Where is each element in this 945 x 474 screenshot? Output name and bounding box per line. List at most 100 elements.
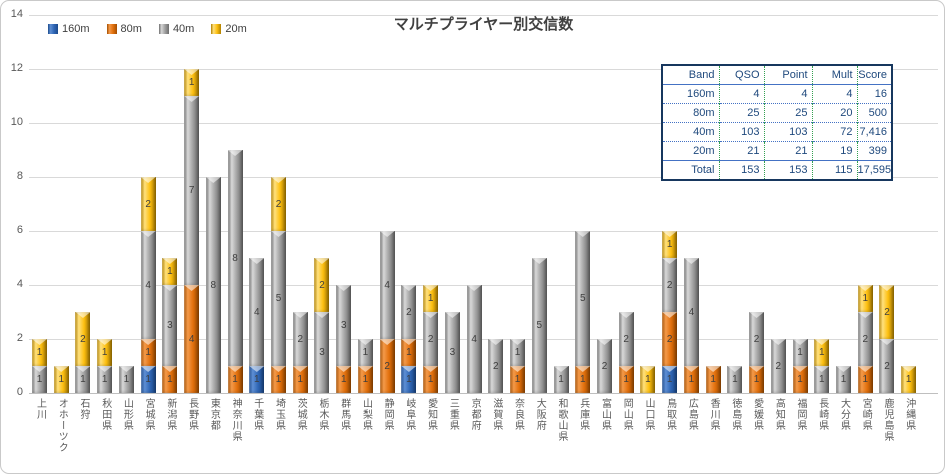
bar-segment-40m[interactable]: 1 [814, 366, 830, 393]
bar-segment-80m[interactable]: 1 [705, 366, 721, 393]
bar-segment-20m[interactable]: 1 [423, 285, 439, 312]
bar-segment-160m[interactable]: 1 [249, 366, 265, 393]
bar-segment-40m[interactable]: 1 [118, 366, 134, 393]
bar-value-label: 2 [427, 333, 434, 345]
bar-segment-20m[interactable]: 1 [901, 366, 917, 393]
bar-segment-80m[interactable]: 1 [357, 366, 373, 393]
bar-segment-40m[interactable]: 4 [466, 285, 482, 393]
bar-segment-20m[interactable]: 1 [857, 285, 873, 312]
bar-segment-40m[interactable]: 5 [575, 231, 591, 366]
bar-segment-20m[interactable]: 2 [75, 312, 91, 366]
legend-item-40m[interactable]: 40m [158, 23, 194, 35]
bar-segment-80m[interactable]: 4 [184, 285, 200, 393]
bar-segment-20m[interactable]: 1 [662, 231, 678, 258]
bar-segment-40m[interactable]: 5 [271, 231, 287, 366]
bar-segment-40m[interactable]: 1 [553, 366, 569, 393]
bar-segment-40m[interactable]: 3 [314, 312, 330, 393]
bar-segment-40m[interactable]: 4 [379, 231, 395, 339]
bar-segment-40m[interactable]: 3 [444, 312, 460, 393]
bar-value-label: 1 [862, 293, 869, 304]
bar-segment-40m[interactable]: 8 [205, 177, 221, 393]
bar-segment-40m[interactable]: 2 [596, 339, 612, 393]
x-axis-label: 高知県 [773, 398, 785, 431]
bar-segment-40m[interactable]: 2 [423, 312, 439, 366]
legend-item-20m[interactable]: 20m [211, 23, 247, 35]
bar-segment-40m[interactable]: 2 [401, 285, 417, 339]
bar-segment-20m[interactable]: 1 [640, 366, 656, 393]
bar-segment-40m[interactable]: 1 [32, 366, 47, 393]
bar-segment-20m[interactable]: 1 [97, 339, 113, 366]
bar-value-label: 2 [753, 333, 760, 345]
bar-segment-40m[interactable]: 2 [879, 339, 895, 393]
bar-segment-40m[interactable]: 1 [97, 366, 113, 393]
bar-segment-80m[interactable]: 1 [336, 366, 352, 393]
bar-segment-40m[interactable]: 7 [184, 96, 200, 285]
bar-segment-20m[interactable]: 1 [814, 339, 830, 366]
bar-segment-40m[interactable]: 2 [770, 339, 786, 393]
bar-segment-40m[interactable]: 2 [618, 312, 634, 366]
bar-segment-160m[interactable]: 1 [401, 366, 417, 393]
bar-segment-40m[interactable]: 2 [749, 312, 765, 366]
bar-segment-40m[interactable]: 1 [510, 339, 526, 366]
bar-segment-20m[interactable]: 1 [53, 366, 69, 393]
bar-value-label: 2 [884, 360, 890, 372]
bar-segment-40m[interactable]: 1 [792, 339, 808, 366]
bar-segment-40m[interactable]: 8 [227, 150, 243, 366]
bar-segment-40m[interactable]: 2 [488, 339, 504, 393]
table-cell: 80m [693, 107, 715, 119]
bar-segment-160m[interactable]: 1 [140, 366, 156, 393]
bar-segment-40m[interactable]: 2 [292, 312, 308, 366]
legend-item-160m[interactable]: 160m [48, 23, 90, 35]
legend-item-80m[interactable]: 80m [106, 23, 142, 35]
bar-segment-40m[interactable]: 1 [357, 339, 373, 366]
bar-segment-40m[interactable]: 2 [857, 312, 873, 366]
bar-segment-40m[interactable]: 4 [140, 231, 156, 339]
bar-segment-80m[interactable]: 2 [662, 312, 678, 366]
bar-value-label: 2 [884, 306, 890, 318]
x-axis-label: 山口県 [642, 398, 654, 431]
bar-value-label: 4 [145, 279, 151, 291]
bar-value-label: 8 [232, 252, 238, 264]
gridline [29, 393, 938, 394]
bar-segment-40m[interactable]: 3 [336, 285, 352, 366]
bar-segment-20m[interactable]: 1 [184, 69, 200, 96]
bar-value-label: 3 [319, 347, 325, 358]
bar-segment-20m[interactable]: 2 [314, 258, 330, 312]
bar-segment-20m[interactable]: 1 [32, 339, 47, 366]
bar-segment-80m[interactable]: 1 [683, 366, 699, 393]
x-axis-label: 愛媛県 [751, 398, 763, 431]
bar-segment-80m[interactable]: 1 [510, 366, 526, 393]
bar-segment-40m[interactable]: 5 [531, 258, 547, 393]
bar-value-label: 1 [666, 374, 673, 385]
bar-segment-80m[interactable]: 1 [792, 366, 808, 393]
bar-segment-40m[interactable]: 1 [836, 366, 851, 393]
bar-segment-40m[interactable]: 4 [683, 258, 699, 366]
bar-segment-40m[interactable]: 2 [662, 258, 678, 312]
bar-segment-80m[interactable]: 1 [857, 366, 873, 393]
bar-segment-80m[interactable]: 1 [618, 366, 634, 393]
bar-segment-80m[interactable]: 1 [575, 366, 591, 393]
bar-value-label: 2 [80, 333, 86, 345]
bar-segment-80m[interactable]: 1 [271, 366, 287, 393]
bar-segment-20m[interactable]: 1 [162, 258, 178, 285]
bar-value-label: 2 [297, 333, 304, 345]
bar-segment-80m[interactable]: 2 [379, 339, 395, 393]
bar-value-label: 1 [36, 374, 43, 385]
bar-segment-160m[interactable]: 1 [662, 366, 678, 393]
bar-segment-80m[interactable]: 1 [227, 366, 243, 393]
bar-segment-20m[interactable]: 2 [879, 285, 895, 339]
bar-segment-20m[interactable]: 2 [140, 177, 156, 231]
bar-segment-80m[interactable]: 1 [292, 366, 308, 393]
bar-segment-80m[interactable]: 1 [401, 339, 417, 366]
table-header-cell: Mult [811, 65, 857, 85]
bar-segment-80m[interactable]: 1 [140, 339, 156, 366]
bar-segment-80m[interactable]: 1 [162, 366, 178, 393]
bar-segment-80m[interactable]: 1 [423, 366, 439, 393]
bar-segment-40m[interactable]: 1 [75, 366, 91, 393]
bar-segment-40m[interactable]: 1 [727, 366, 743, 393]
bar-segment-40m[interactable]: 3 [162, 285, 178, 366]
bar-segment-20m[interactable]: 2 [271, 177, 287, 231]
bar-segment-80m[interactable]: 1 [749, 366, 765, 393]
bar-segment-40m[interactable]: 4 [249, 258, 265, 366]
